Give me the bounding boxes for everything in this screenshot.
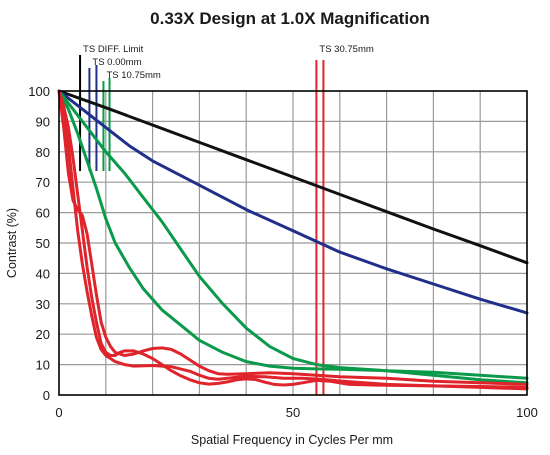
frequency-markers: TS DIFF. Limit TS 0.00mm TS 10.75mm TS 30.7… bbox=[79, 44, 374, 395]
series-line bbox=[57, 89, 529, 385]
series-line bbox=[57, 89, 529, 386]
series-line bbox=[57, 89, 529, 265]
plot-frame bbox=[58, 90, 528, 396]
marker-label: TS 0.00mm bbox=[92, 57, 141, 68]
marker-label: TS DIFF. Limit bbox=[83, 44, 144, 55]
y-tick-label: 80 bbox=[36, 145, 50, 160]
y-tick-labels: 0 10 20 30 40 50 60 70 80 90 100 bbox=[28, 84, 50, 403]
y-tick-label: 90 bbox=[36, 114, 50, 129]
y-tick-label: 40 bbox=[36, 266, 50, 281]
series-line bbox=[57, 89, 529, 315]
y-tick-label: 100 bbox=[28, 84, 50, 99]
y-tick-label: 10 bbox=[36, 358, 50, 373]
x-tick-label: 0 bbox=[55, 405, 62, 420]
y-tick-label: 0 bbox=[43, 388, 50, 403]
y-tick-label: 70 bbox=[36, 175, 50, 190]
y-axis-label: Contrast (%) bbox=[5, 208, 19, 278]
x-tick-labels: 0 50 100 bbox=[55, 405, 537, 420]
y-tick-label: 30 bbox=[36, 297, 50, 312]
x-axis-label: Spatial Frequency in Cycles Per mm bbox=[191, 433, 393, 447]
x-tick-label: 50 bbox=[286, 405, 300, 420]
y-tick-label: 20 bbox=[36, 327, 50, 342]
series-line bbox=[57, 89, 529, 389]
x-tick-label: 100 bbox=[516, 405, 538, 420]
marker-label: TS 10.75mm bbox=[106, 70, 160, 81]
marker-label: TS 30.75mm bbox=[319, 44, 373, 55]
series-lines bbox=[57, 89, 529, 391]
chart-title: 0.33X Design at 1.0X Magnification bbox=[150, 9, 430, 28]
y-tick-label: 60 bbox=[36, 206, 50, 221]
y-tick-label: 50 bbox=[36, 236, 50, 251]
